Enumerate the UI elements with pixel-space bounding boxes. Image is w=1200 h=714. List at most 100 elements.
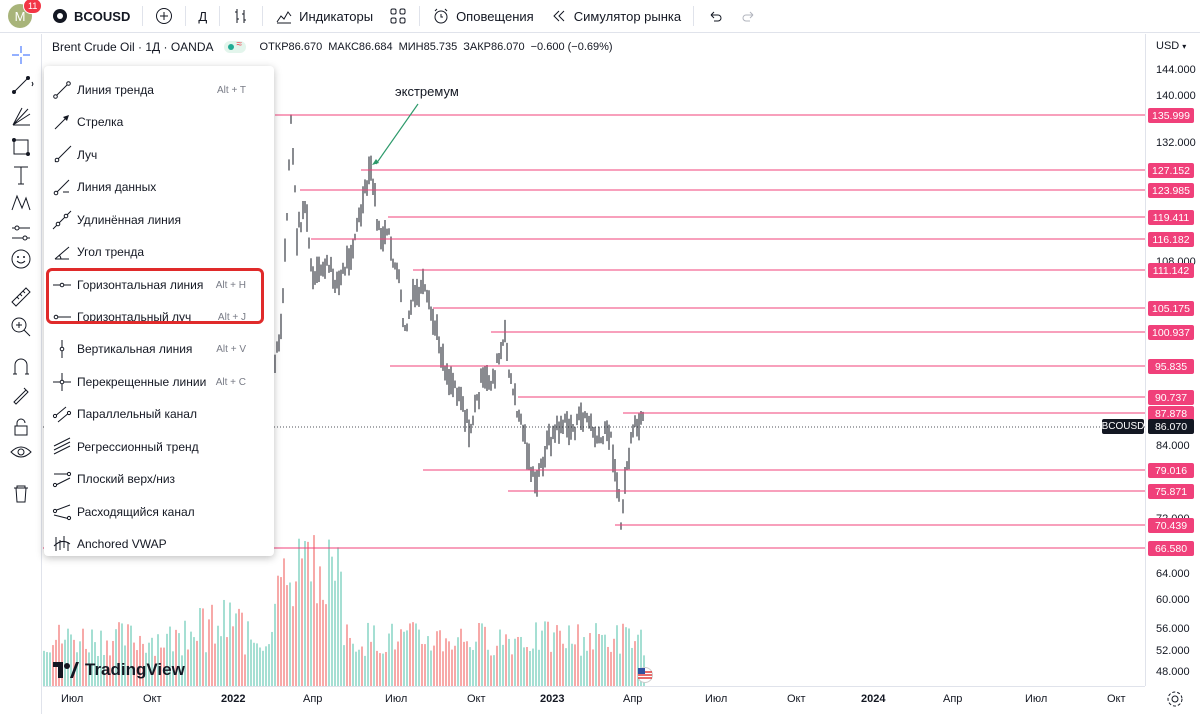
volume-bar [625, 627, 627, 686]
level-price-label: 66.580 [1148, 541, 1194, 556]
parallel-channel-icon [52, 406, 72, 423]
price-tick: 48.000 [1156, 666, 1190, 678]
smiley-icon[interactable] [8, 246, 34, 272]
alerts-label: Оповещения [456, 8, 534, 24]
us-flag-icon [637, 667, 653, 683]
price-chart[interactable]: экстремум [43, 34, 1145, 686]
volume-bar [214, 643, 216, 686]
time-tick: Июл [705, 693, 728, 705]
indicators-label: Индикаторы [299, 8, 374, 24]
symbol-label: BCOUSD [74, 8, 131, 24]
level-price-label: 123.985 [1148, 183, 1194, 198]
volume-bar [490, 655, 492, 686]
compare-button[interactable] [147, 0, 181, 33]
volume-bar [508, 638, 510, 686]
level-price-label: 116.182 [1148, 232, 1194, 247]
volume-bar [64, 639, 66, 686]
price-axis[interactable]: USD ▾ 144.000 140.000 132.000 108.000 84.000… [1102, 34, 1200, 686]
volume-bar [433, 645, 435, 686]
prediction-tool-icon[interactable] [8, 220, 34, 246]
menu-item-trend-line[interactable]: Линия тренда Alt + T [44, 74, 274, 106]
menu-item-anchored-vwap[interactable]: Anchored VWAP [44, 528, 274, 560]
chart-pane[interactable]: экстремум [43, 34, 1145, 686]
time-axis[interactable]: Июл Окт 2022 Апр Июл Окт 2023 Апр Июл Окт 2024 Апр И… [43, 686, 1145, 714]
trash-icon[interactable] [8, 480, 34, 506]
eye-icon[interactable] [8, 439, 34, 465]
separator [185, 6, 187, 26]
stay-in-drawing-mode-icon[interactable] [8, 382, 34, 408]
volume-bar [445, 638, 447, 686]
volume-bar [163, 647, 165, 686]
volume-bar [316, 603, 318, 686]
indicators-button[interactable]: Индикаторы [267, 0, 381, 33]
menu-item-horizontal-ray[interactable]: Горизонтальный луч Alt + J [44, 301, 274, 333]
menu-item-regression-trend[interactable]: Регрессионный тренд [44, 431, 274, 463]
volume-bar [577, 624, 579, 686]
plus-circle-icon [156, 8, 173, 24]
menu-item-parallel-channel[interactable]: Параллельный канал [44, 398, 274, 430]
currency-selector[interactable]: USD ▾ [1156, 40, 1187, 52]
alerts-button[interactable]: Оповещения [424, 0, 542, 33]
last-price-badge: 86.070 [1148, 419, 1194, 434]
layouts-button[interactable] [381, 0, 415, 33]
zoom-in-icon[interactable] [8, 314, 34, 340]
menu-item-label: Горизонтальная линия [77, 278, 204, 292]
volume-bar [307, 541, 309, 686]
magnet-icon[interactable] [8, 354, 34, 380]
menu-item-info-line[interactable]: Линия данных [44, 171, 274, 203]
volume-bar [373, 625, 375, 686]
redo-button[interactable] [732, 0, 766, 33]
menu-item-label: Луч [77, 148, 98, 162]
menu-item-vertical-line[interactable]: Вертикальная линия Alt + V [44, 333, 274, 365]
menu-item-extended-line[interactable]: Удлинённая линия [44, 204, 274, 236]
menu-item-ray[interactable]: Луч [44, 139, 274, 171]
menu-item-hotkey: Alt + V [216, 343, 246, 355]
avatar-letter: M [14, 8, 26, 24]
volume-bar [457, 637, 459, 686]
level-price-label: 111.142 [1148, 263, 1194, 278]
volume-bar [259, 647, 261, 686]
volume-bar [118, 622, 120, 686]
volume-bar [343, 645, 345, 686]
volume-bar [334, 580, 336, 686]
volume-bar [298, 538, 300, 686]
settings-gear-icon[interactable] [1166, 690, 1184, 708]
volume-bar [589, 633, 591, 686]
redo-icon [742, 11, 754, 22]
volume-bar [415, 623, 417, 686]
volume-bar [205, 652, 207, 686]
replay-button[interactable]: Симулятор рынка [542, 0, 689, 33]
menu-item-flat-top-bottom[interactable]: Плоский верх/низ [44, 463, 274, 495]
interval-button[interactable]: Д [190, 0, 215, 33]
fib-tool-icon[interactable] [8, 104, 34, 130]
menu-item-arrow[interactable]: Стрелка [44, 106, 274, 138]
top-toolbar: M 11 BCOUSD Д Индикаторы Оповещения Симу… [0, 0, 1200, 33]
info-line-icon [53, 179, 70, 196]
volume-bar [199, 607, 201, 686]
crosshair-icon[interactable] [8, 42, 34, 68]
watermark-text: TradingView [85, 660, 185, 679]
separator [219, 6, 221, 26]
volume-bar [130, 625, 132, 686]
menu-item-cross-line[interactable]: Перекрещенные линии Alt + C [44, 366, 274, 398]
patterns-tool-icon[interactable] [8, 190, 34, 216]
lock-icon[interactable] [8, 414, 34, 440]
volume-bar [601, 634, 603, 686]
volume-bar [361, 646, 363, 686]
trend-line-tool-icon[interactable] [8, 72, 34, 98]
ruler-icon[interactable] [8, 284, 34, 310]
avatar[interactable]: M 11 [8, 0, 43, 28]
price-tick: 84.000 [1156, 440, 1190, 452]
menu-item-disjoint-channel[interactable]: Расходящийся канал [44, 496, 274, 528]
volume-bar [154, 655, 156, 686]
text-tool-icon[interactable] [8, 162, 34, 188]
volume-bar [103, 654, 105, 686]
undo-button[interactable] [698, 0, 732, 33]
volume-bar [337, 547, 339, 686]
symbol-search-button[interactable]: BCOUSD [44, 0, 138, 33]
chart-type-button[interactable] [224, 0, 258, 33]
volume-bar [382, 653, 384, 686]
shapes-tool-icon[interactable] [8, 134, 34, 160]
menu-item-trend-angle[interactable]: Угол тренда [44, 236, 274, 268]
menu-item-horizontal-line[interactable]: Горизонтальная линия Alt + H [44, 269, 274, 301]
